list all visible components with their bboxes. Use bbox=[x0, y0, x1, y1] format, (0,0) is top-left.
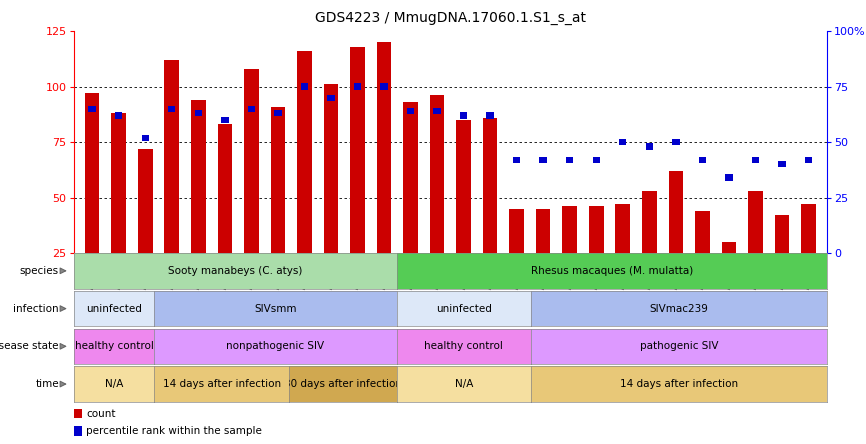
Bar bbox=[779, 161, 785, 167]
Bar bbox=[327, 95, 334, 101]
Bar bbox=[74, 426, 82, 436]
Text: uninfected: uninfected bbox=[86, 304, 142, 313]
Bar bbox=[589, 206, 604, 253]
Text: SIVmac239: SIVmac239 bbox=[650, 304, 708, 313]
Text: species: species bbox=[20, 266, 59, 276]
Text: healthy control: healthy control bbox=[74, 341, 153, 351]
Text: pathogenic SIV: pathogenic SIV bbox=[640, 341, 718, 351]
Text: nonpathogenic SIV: nonpathogenic SIV bbox=[226, 341, 325, 351]
Bar bbox=[244, 69, 259, 253]
Bar bbox=[248, 106, 255, 112]
Text: time: time bbox=[36, 379, 59, 389]
Bar bbox=[721, 242, 736, 253]
Bar bbox=[88, 106, 96, 112]
Bar bbox=[619, 139, 626, 145]
Bar bbox=[324, 84, 339, 253]
Bar bbox=[642, 191, 656, 253]
Bar bbox=[191, 100, 205, 253]
Bar bbox=[141, 135, 149, 141]
Bar bbox=[168, 106, 176, 112]
Bar bbox=[195, 110, 202, 116]
Bar bbox=[350, 47, 365, 253]
Text: 30 days after infection: 30 days after infection bbox=[284, 379, 402, 389]
Bar bbox=[430, 95, 444, 253]
Bar bbox=[353, 83, 361, 90]
Bar bbox=[748, 191, 763, 253]
Bar bbox=[112, 113, 126, 253]
Bar bbox=[801, 204, 816, 253]
Bar bbox=[672, 139, 680, 145]
Bar bbox=[566, 157, 573, 163]
Bar bbox=[217, 124, 232, 253]
Text: disease state: disease state bbox=[0, 341, 59, 351]
Bar bbox=[115, 112, 122, 119]
Bar bbox=[540, 157, 547, 163]
Text: Rhesus macaques (M. mulatta): Rhesus macaques (M. mulatta) bbox=[531, 266, 693, 276]
Text: 14 days after infection: 14 days after infection bbox=[163, 379, 281, 389]
Bar bbox=[725, 174, 733, 181]
Bar bbox=[138, 149, 152, 253]
Bar bbox=[275, 110, 281, 116]
Bar bbox=[270, 107, 285, 253]
Bar bbox=[616, 204, 630, 253]
Bar bbox=[752, 157, 759, 163]
Bar bbox=[562, 206, 577, 253]
Text: healthy control: healthy control bbox=[424, 341, 503, 351]
Bar bbox=[669, 171, 683, 253]
Text: Sooty manabeys (C. atys): Sooty manabeys (C. atys) bbox=[168, 266, 302, 276]
Bar bbox=[433, 108, 441, 114]
Bar bbox=[301, 83, 308, 90]
Bar bbox=[460, 112, 468, 119]
Bar bbox=[483, 118, 497, 253]
Text: percentile rank within the sample: percentile rank within the sample bbox=[86, 426, 262, 436]
Text: N/A: N/A bbox=[455, 379, 473, 389]
Bar bbox=[221, 117, 229, 123]
Bar bbox=[74, 409, 82, 418]
Bar bbox=[297, 51, 312, 253]
Bar bbox=[407, 108, 414, 114]
Text: SIVsmm: SIVsmm bbox=[254, 304, 297, 313]
Bar bbox=[695, 211, 709, 253]
Bar bbox=[377, 42, 391, 253]
Bar bbox=[536, 209, 551, 253]
Bar bbox=[645, 143, 653, 150]
Text: N/A: N/A bbox=[105, 379, 123, 389]
Text: uninfected: uninfected bbox=[436, 304, 492, 313]
Bar bbox=[456, 120, 471, 253]
Bar bbox=[487, 112, 494, 119]
Bar bbox=[509, 209, 524, 253]
Text: infection: infection bbox=[13, 304, 59, 313]
Bar bbox=[380, 83, 388, 90]
Text: GDS4223 / MmugDNA.17060.1.S1_s_at: GDS4223 / MmugDNA.17060.1.S1_s_at bbox=[315, 11, 585, 25]
Bar bbox=[592, 157, 600, 163]
Bar bbox=[805, 157, 812, 163]
Bar bbox=[404, 102, 417, 253]
Bar bbox=[513, 157, 520, 163]
Bar bbox=[85, 93, 100, 253]
Bar bbox=[699, 157, 706, 163]
Bar bbox=[165, 60, 179, 253]
Text: 14 days after infection: 14 days after infection bbox=[620, 379, 738, 389]
Text: count: count bbox=[86, 408, 115, 419]
Bar bbox=[774, 215, 789, 253]
